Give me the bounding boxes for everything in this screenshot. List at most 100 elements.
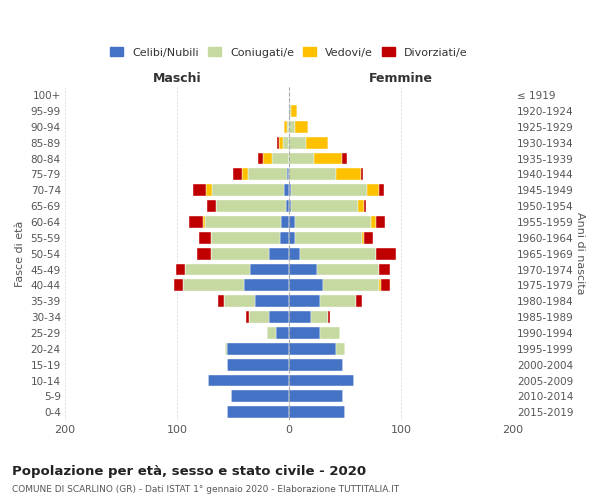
Bar xyxy=(376,248,397,260)
Bar xyxy=(247,311,248,323)
Bar xyxy=(269,248,289,260)
Bar xyxy=(356,296,362,307)
Bar xyxy=(328,311,331,323)
Bar xyxy=(225,343,227,354)
Bar xyxy=(275,327,289,339)
Bar xyxy=(341,152,347,164)
Bar xyxy=(284,184,289,196)
Bar xyxy=(197,248,211,260)
Bar xyxy=(248,168,287,180)
Bar xyxy=(205,216,281,228)
Text: Maschi: Maschi xyxy=(152,72,201,85)
Bar xyxy=(314,152,341,164)
Bar xyxy=(250,264,289,276)
Bar xyxy=(320,327,340,339)
Bar xyxy=(287,121,289,133)
Bar xyxy=(206,184,212,196)
Bar xyxy=(283,136,289,148)
Y-axis label: Fasce di età: Fasce di età xyxy=(15,220,25,287)
Bar xyxy=(189,216,203,228)
Bar xyxy=(371,216,376,228)
Bar xyxy=(256,296,289,307)
Bar xyxy=(224,296,256,307)
Bar xyxy=(289,232,295,244)
Bar xyxy=(300,248,376,260)
Bar xyxy=(295,121,308,133)
Bar xyxy=(287,168,289,180)
Bar xyxy=(193,184,206,196)
Bar xyxy=(208,374,289,386)
Bar xyxy=(280,232,289,244)
Text: Femmine: Femmine xyxy=(369,72,433,85)
Bar xyxy=(289,390,343,402)
Bar xyxy=(289,358,343,370)
Bar xyxy=(381,280,390,291)
Bar xyxy=(212,184,284,196)
Y-axis label: Anni di nascita: Anni di nascita xyxy=(575,212,585,295)
Bar xyxy=(289,374,354,386)
Bar xyxy=(289,184,291,196)
Bar xyxy=(227,358,289,370)
Bar xyxy=(231,390,289,402)
Bar xyxy=(361,168,363,180)
Bar xyxy=(289,296,320,307)
Bar xyxy=(211,248,269,260)
Bar xyxy=(291,200,358,212)
Text: COMUNE DI SCARLINO (GR) - Dati ISTAT 1° gennaio 2020 - Elaborazione TUTTITALIA.I: COMUNE DI SCARLINO (GR) - Dati ISTAT 1° … xyxy=(12,485,399,494)
Bar xyxy=(336,343,345,354)
Bar xyxy=(364,200,366,212)
Bar xyxy=(289,121,295,133)
Bar xyxy=(244,280,289,291)
Bar xyxy=(295,232,362,244)
Bar xyxy=(379,184,384,196)
Bar xyxy=(218,296,224,307)
Bar xyxy=(289,200,291,212)
Bar xyxy=(289,343,336,354)
Bar xyxy=(323,280,379,291)
Bar xyxy=(295,216,371,228)
Bar xyxy=(317,264,379,276)
Bar xyxy=(281,216,289,228)
Bar xyxy=(320,296,356,307)
Bar xyxy=(289,264,317,276)
Bar xyxy=(358,200,364,212)
Bar xyxy=(257,152,263,164)
Bar xyxy=(272,152,289,164)
Bar xyxy=(289,327,320,339)
Bar xyxy=(173,280,182,291)
Bar xyxy=(233,168,242,180)
Bar xyxy=(216,200,286,212)
Bar xyxy=(263,152,272,164)
Bar xyxy=(269,311,289,323)
Bar xyxy=(336,168,361,180)
Bar xyxy=(203,216,205,228)
Bar xyxy=(367,184,379,196)
Bar xyxy=(248,311,269,323)
Bar xyxy=(242,168,248,180)
Bar xyxy=(266,327,275,339)
Bar xyxy=(185,264,250,276)
Bar xyxy=(182,280,244,291)
Bar xyxy=(289,311,311,323)
Bar xyxy=(362,232,364,244)
Bar xyxy=(289,216,295,228)
Bar xyxy=(279,136,283,148)
Bar xyxy=(176,264,185,276)
Bar xyxy=(379,280,381,291)
Bar xyxy=(379,264,390,276)
Bar xyxy=(289,168,336,180)
Text: Popolazione per età, sesso e stato civile - 2020: Popolazione per età, sesso e stato civil… xyxy=(12,465,366,478)
Bar xyxy=(289,152,314,164)
Bar xyxy=(306,136,328,148)
Bar xyxy=(289,105,291,117)
Bar xyxy=(311,311,328,323)
Bar xyxy=(227,406,289,418)
Legend: Celibi/Nubili, Coniugati/e, Vedovi/e, Divorziati/e: Celibi/Nubili, Coniugati/e, Vedovi/e, Di… xyxy=(106,43,472,62)
Bar xyxy=(277,136,279,148)
Bar xyxy=(227,343,289,354)
Bar xyxy=(289,248,300,260)
Bar xyxy=(289,406,345,418)
Bar xyxy=(376,216,385,228)
Bar xyxy=(199,232,211,244)
Bar xyxy=(211,232,280,244)
